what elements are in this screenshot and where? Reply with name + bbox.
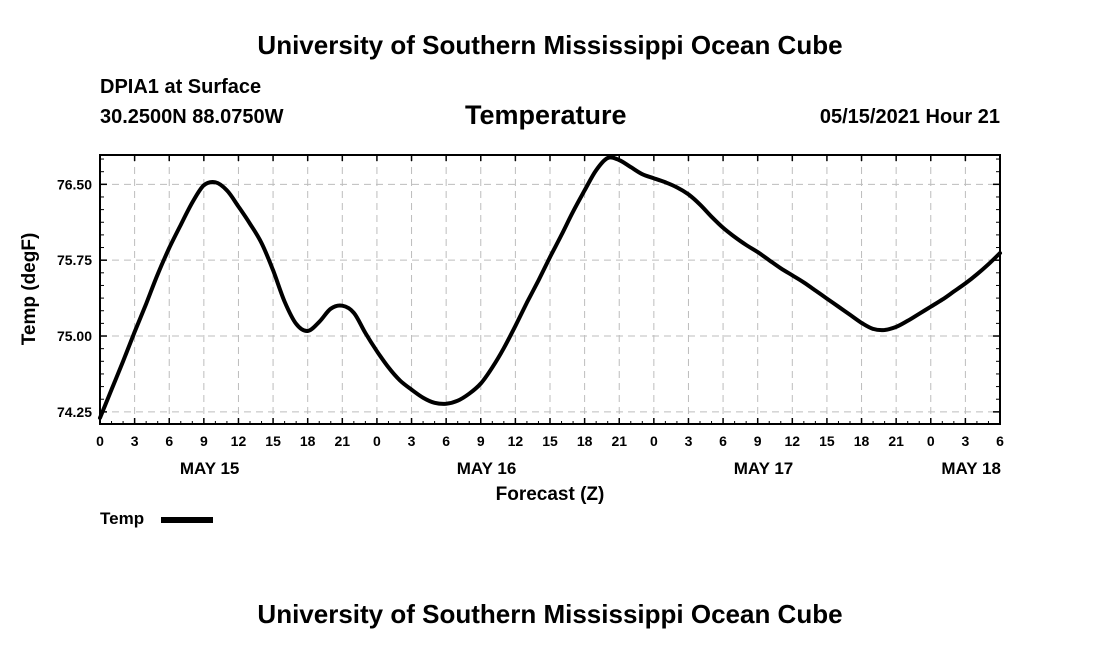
x-tick-label: 0 [96, 433, 104, 449]
x-tick-label: 3 [131, 433, 139, 449]
x-tick-label: 0 [373, 433, 381, 449]
x-tick-label: 15 [819, 433, 835, 449]
date-label: MAY 17 [734, 459, 794, 478]
x-tick-label: 6 [996, 433, 1004, 449]
x-tick-label: 6 [719, 433, 727, 449]
date-label: MAY 18 [941, 459, 1001, 478]
x-tick-label: 3 [685, 433, 693, 449]
x-tick-label: 12 [785, 433, 801, 449]
x-tick-label: 9 [477, 433, 485, 449]
x-tick-label: 18 [854, 433, 870, 449]
x-tick-label: 21 [335, 433, 351, 449]
station-name: DPIA1 at Surface [100, 76, 262, 98]
footer-org-title: University of Southern Mississippi Ocean… [257, 599, 843, 629]
y-tick-label: 75.75 [57, 252, 92, 268]
org-title: University of Southern Mississippi Ocean… [257, 30, 843, 60]
x-tick-label: 6 [442, 433, 450, 449]
forecast-datetime: 05/15/2021 Hour 21 [819, 106, 1000, 128]
y-tick-label: 76.50 [57, 176, 92, 192]
legend-swatch [161, 517, 213, 523]
x-tick-label: 6 [165, 433, 173, 449]
x-tick-label: 12 [231, 433, 247, 449]
y-tick-label: 74.25 [57, 404, 92, 420]
x-axis-title: Forecast (Z) [496, 484, 605, 505]
x-tick-label: 12 [508, 433, 524, 449]
series-layer [98, 155, 1002, 420]
axes: 0 3 6 9 12 15 18 21 0 3 6 9 12 15 18 21 0 3 6 9 12 15 18 21 0 3 6 7… [57, 155, 1004, 478]
x-tick-label: 3 [961, 433, 969, 449]
date-label: MAY 15 [180, 459, 240, 478]
x-tick-label: 15 [542, 433, 558, 449]
legend-label: Temp [100, 509, 145, 528]
x-tick-label: 18 [577, 433, 593, 449]
x-tick-label: 9 [200, 433, 208, 449]
x-tick-label: 21 [611, 433, 627, 449]
x-tick-label: 0 [927, 433, 935, 449]
x-tick-label: 3 [408, 433, 416, 449]
x-tick-label: 18 [300, 433, 316, 449]
x-tick-label: 21 [888, 433, 904, 449]
y-axis-title: Temp (degF) [19, 233, 40, 346]
series-line-temp [98, 155, 1002, 420]
variable-title: Temperature [465, 100, 627, 130]
station-coordinates: 30.2500N 88.0750W [100, 106, 284, 128]
grid [100, 155, 1000, 424]
x-tick-label: 9 [754, 433, 762, 449]
x-tick-label: 0 [650, 433, 658, 449]
date-label: MAY 16 [457, 459, 517, 478]
y-tick-label: 75.00 [57, 328, 92, 344]
x-tick-label: 15 [265, 433, 281, 449]
